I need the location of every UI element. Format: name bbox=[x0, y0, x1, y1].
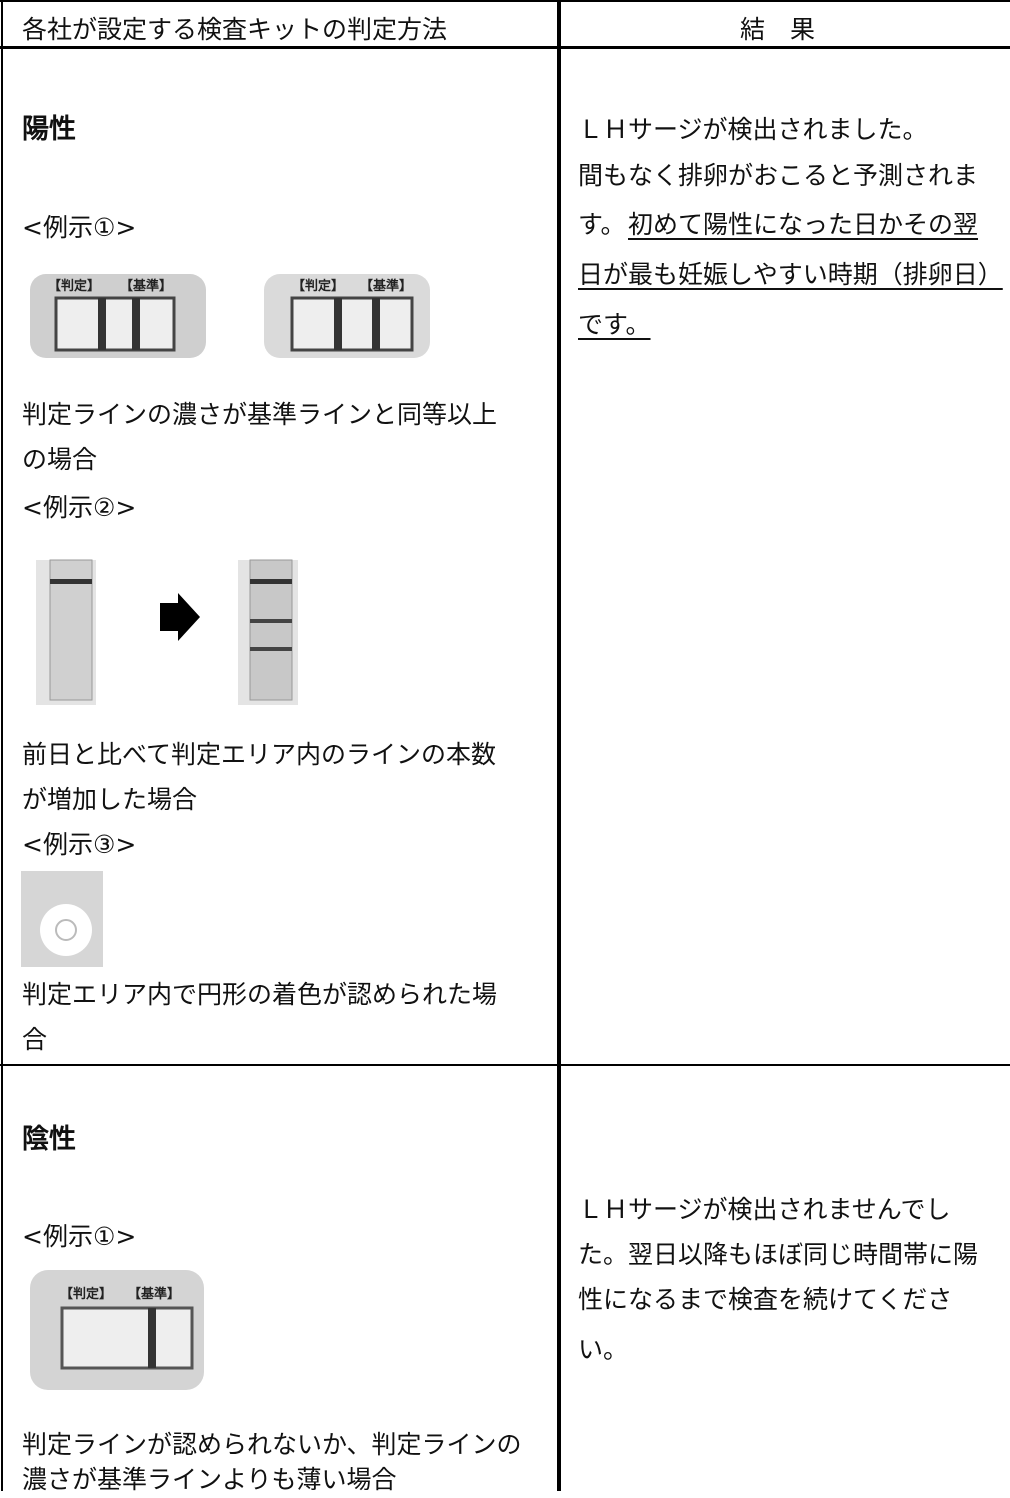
caption: 濃さが基準ラインよりも薄い場合 bbox=[22, 1465, 397, 1494]
example-label: <例示①> bbox=[22, 213, 137, 242]
caption: 判定ラインが認められないか、判定ラインの bbox=[22, 1430, 522, 1459]
result-emphasis: 初めて陽性になった日かその翌 bbox=[628, 210, 979, 239]
strip-image bbox=[36, 559, 298, 705]
caption: 判定ラインの濃さが基準ラインと同等以上 bbox=[22, 400, 498, 429]
result-emphasis: です。 bbox=[578, 310, 651, 339]
caption: が増加した場合 bbox=[22, 785, 198, 814]
header-cell: 結 果 bbox=[740, 15, 816, 44]
example-label: <例示②> bbox=[22, 493, 137, 522]
header-cell: 各社が設定する検査キットの判定方法 bbox=[22, 15, 448, 44]
header-rule bbox=[0, 46, 1010, 49]
table-border bbox=[0, 0, 1010, 2]
row-rule bbox=[0, 1064, 1010, 1066]
result-line: す。 bbox=[578, 210, 626, 239]
caption: の場合 bbox=[22, 445, 98, 474]
column-rule bbox=[557, 0, 561, 1491]
kit-label: 【基準】 bbox=[120, 278, 172, 294]
result-line: 間もなく排卵がおこると予測されま bbox=[578, 161, 979, 190]
kit-image: 【判定】 【基準】 bbox=[264, 274, 430, 358]
kit-label: 【判定】 bbox=[48, 278, 100, 294]
circle-image bbox=[21, 871, 103, 967]
example-label: <例示①> bbox=[22, 1222, 137, 1251]
caption: 合 bbox=[22, 1025, 48, 1054]
example-label: <例示③> bbox=[22, 830, 137, 859]
result-line: ＬＨサージが検出されませんでし bbox=[578, 1195, 951, 1224]
result-line: い。 bbox=[578, 1335, 629, 1364]
caption: 前日と比べて判定エリア内のラインの本数 bbox=[22, 740, 497, 769]
kit-label: 【判定】 bbox=[292, 278, 344, 294]
result-line: 性になるまで検査を続けてくださ bbox=[578, 1285, 953, 1314]
kit-label: 【基準】 bbox=[360, 278, 412, 294]
kit-label: 【基準】 bbox=[128, 1286, 180, 1302]
caption: 判定エリア内で円形の着色が認められた場 bbox=[22, 980, 498, 1009]
kit-image: 【判定】 【基準】 bbox=[30, 274, 206, 358]
kit-label: 【判定】 bbox=[60, 1286, 112, 1302]
table-border bbox=[1, 0, 3, 1491]
heading: 陽性 bbox=[22, 114, 76, 145]
result-emphasis: 日が最も妊娠しやすい時期（排卵日） bbox=[578, 260, 1003, 289]
heading: 陰性 bbox=[22, 1124, 76, 1155]
result-line: ＬＨサージが検出されました。 bbox=[578, 115, 928, 144]
kit-image: 【判定】 【基準】 bbox=[30, 1270, 204, 1390]
result-line: た。翌日以降もほぼ同じ時間帯に陽 bbox=[578, 1240, 979, 1269]
